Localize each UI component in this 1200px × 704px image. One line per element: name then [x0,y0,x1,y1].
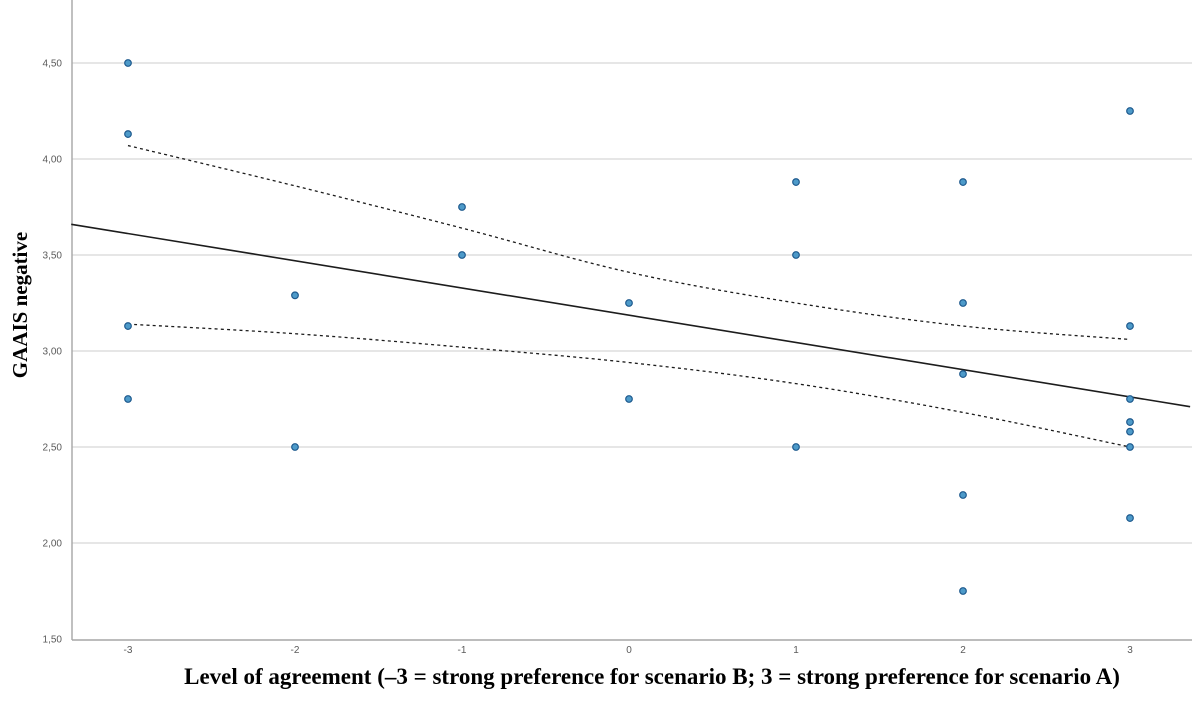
scatter-point [792,443,800,451]
scatter-point [959,370,967,378]
x-axis-title: Level of agreement (–3 = strong preferen… [184,664,1120,689]
scatter-point [625,299,633,307]
scatter-point [959,178,967,186]
x-tick-label: -3 [124,645,133,656]
scatter-point [124,59,132,67]
scatter-point [1126,443,1134,451]
scatter-point [291,443,299,451]
scatter-point [1126,395,1134,403]
scatter-point [1126,418,1134,426]
x-tick-label: -1 [458,645,467,656]
y-axis-title: GAAIS negative [8,232,32,378]
x-tick-label: 0 [626,645,632,656]
scatter-point [959,587,967,595]
scatter-point [458,251,466,259]
scatter-point [1126,107,1134,115]
regression-line [71,223,1191,408]
y-tick-label: 1,50 [43,635,63,646]
scatter-point [291,291,299,300]
y-tick-label: 2,50 [43,443,63,454]
y-tick-label: 3,50 [43,251,63,262]
x-tick-label: 3 [1127,645,1133,656]
scatter-point [1126,322,1134,330]
ci-upper-curve [127,144,1131,341]
y-tick-label: 4,00 [43,155,63,166]
ci-lower-curve [127,323,1131,448]
scatter-point [792,251,800,259]
confidence-interval-lines [127,144,1131,448]
x-tick-label: 1 [793,645,799,656]
scatter-point [1126,427,1134,436]
x-tick-label: 2 [960,645,966,656]
scatter-point [124,395,132,403]
scatter-point [625,395,633,403]
y-tick-label: 3,00 [43,347,63,358]
axes [71,0,1192,641]
y-tick-labels: 4,50 4,00 3,50 3,00 2,50 2,00 1,50 [43,59,63,646]
scatter-point [124,130,132,138]
fit-line [71,223,1191,408]
x-tick-labels: -3 -2 -1 0 1 2 3 [124,645,1134,656]
scatter-point [1126,514,1134,522]
scatter-point [458,203,466,211]
scatter-points [124,59,1134,595]
x-tick-label: -2 [291,645,300,656]
scatter-point [792,178,800,186]
y-tick-label: 4,50 [43,59,63,70]
y-tick-label: 2,00 [43,539,63,550]
scatter-point [959,299,967,307]
scatter-point [959,491,967,499]
scatter-point [124,322,132,330]
